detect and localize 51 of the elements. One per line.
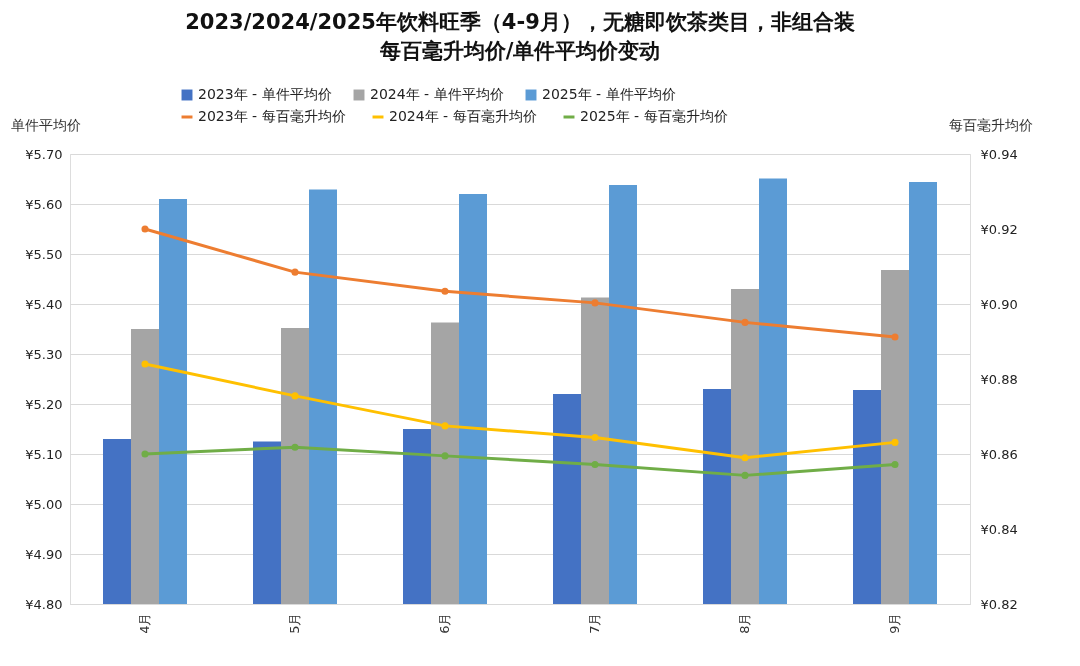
x-tick-label: 5月	[287, 612, 302, 634]
point	[891, 460, 899, 469]
legend-label: 2024年 - 单件平均价	[370, 86, 504, 102]
point	[891, 333, 899, 341]
point	[291, 392, 299, 400]
point	[291, 268, 299, 276]
x-tick-label: 8月	[737, 612, 752, 634]
y-tick-label: ¥5.20	[25, 396, 63, 412]
point	[591, 299, 599, 307]
point	[741, 454, 749, 462]
y-axis-title: 单件平均价	[10, 116, 81, 133]
point	[141, 225, 149, 233]
y-tick-label: ¥4.90	[25, 546, 63, 562]
point	[141, 360, 149, 368]
point	[891, 438, 899, 446]
legend-label: 2025年 - 每百毫升均价	[580, 108, 728, 124]
y-tick-label: ¥5.60	[25, 196, 63, 212]
point	[591, 460, 599, 469]
chart-subtitle: 每百毫升均价/单件平均价变动	[378, 39, 661, 63]
y2-axis-title: 每百毫升均价	[948, 116, 1033, 133]
point	[291, 443, 299, 451]
point	[741, 471, 749, 479]
y-tick-label: ¥5.40	[25, 296, 63, 312]
point	[441, 452, 449, 460]
point	[741, 318, 749, 326]
y-tick-label: ¥5.30	[25, 346, 63, 362]
legend-label: 2023年 - 每百毫升均价	[198, 108, 346, 124]
x-tick-label: 7月	[587, 612, 602, 634]
y2-tick-label: ¥0.90	[980, 296, 1018, 312]
y2-tick-label: ¥0.84	[980, 521, 1018, 537]
chart-title: 2023/2024/2025年饮料旺季（4-9月），无糖即饮茶类目，非组合装	[185, 10, 855, 34]
legend-label: 2023年 - 单件平均价	[198, 86, 332, 102]
y2-tick-label: ¥0.92	[980, 221, 1018, 237]
point	[141, 450, 149, 458]
y-tick-label: ¥5.00	[25, 496, 63, 512]
x-tick-label: 6月	[437, 612, 452, 634]
y2-tick-label: ¥0.82	[980, 596, 1018, 612]
legend-label: 2024年 - 每百毫升均价	[389, 108, 537, 124]
x-tick-label: 4月	[137, 612, 152, 634]
point	[441, 287, 449, 295]
legend-label: 2025年 - 单件平均价	[542, 86, 676, 102]
y-tick-label: ¥5.70	[25, 146, 63, 162]
y-tick-label: ¥4.80	[25, 596, 63, 612]
y-tick-label: ¥5.50	[25, 246, 63, 262]
y2-tick-label: ¥0.88	[980, 371, 1018, 387]
x-tick-label: 9月	[887, 612, 902, 634]
point	[591, 433, 599, 442]
y-tick-label: ¥5.10	[25, 446, 63, 462]
y2-tick-label: ¥0.94	[980, 146, 1018, 162]
point	[441, 422, 449, 430]
y2-tick-label: ¥0.86	[980, 446, 1018, 462]
